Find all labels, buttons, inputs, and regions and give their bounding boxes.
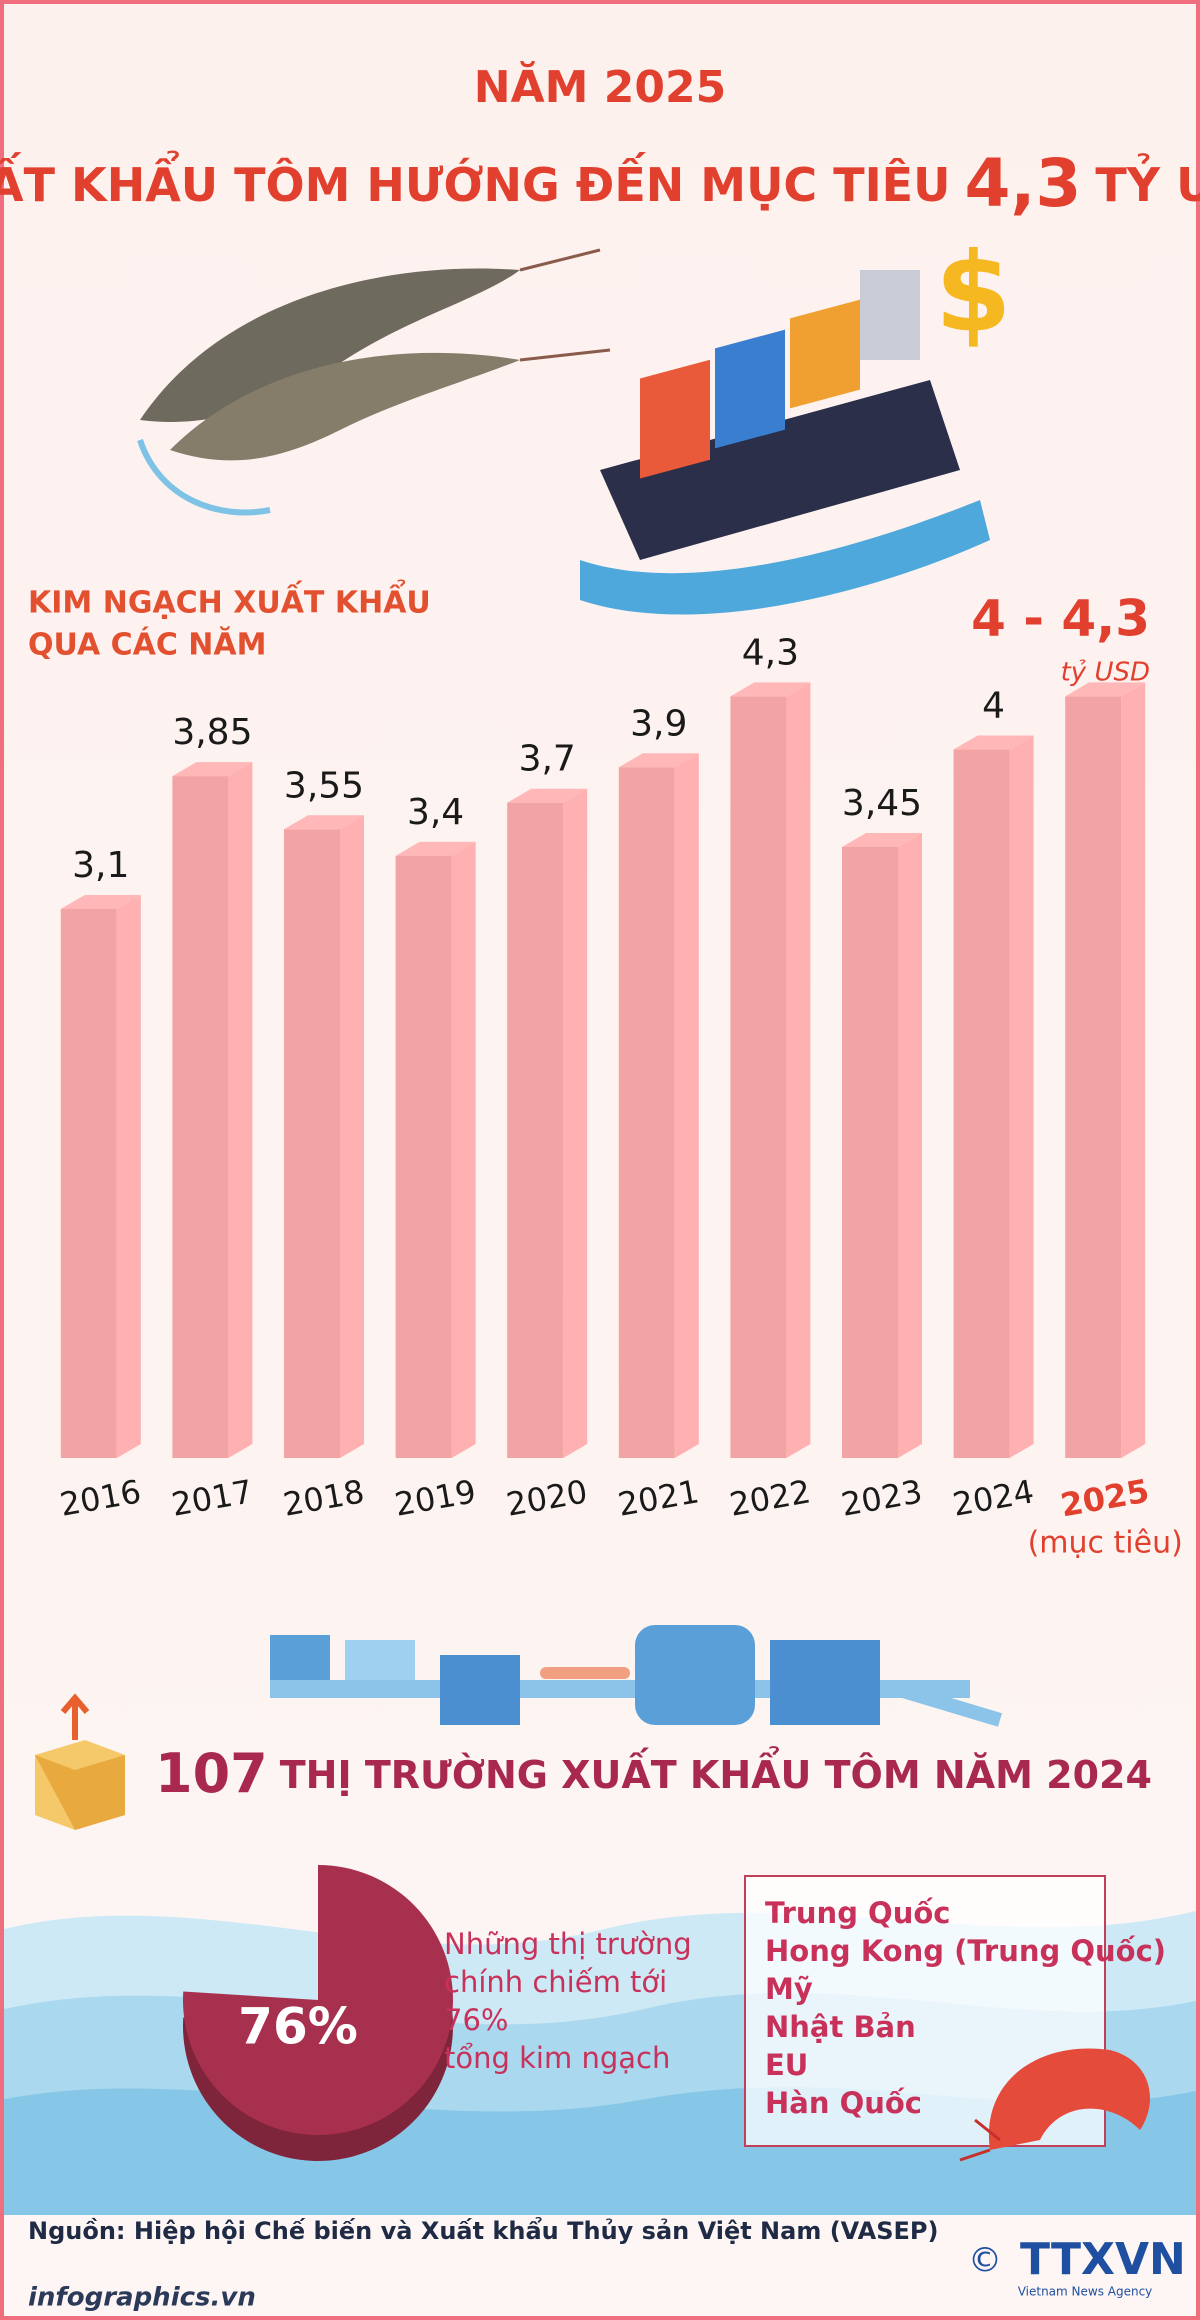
bar-side bbox=[563, 788, 588, 1458]
value-label: 3,55 bbox=[284, 765, 364, 806]
factory-illustration bbox=[270, 1625, 1003, 1727]
market-item: Hàn Quốc bbox=[765, 2086, 922, 2120]
logo-sub: Vietnam News Agency bbox=[1018, 2285, 1153, 2299]
value-label: 3,7 bbox=[519, 739, 576, 780]
bar bbox=[953, 749, 1010, 1458]
copyright: © bbox=[968, 2241, 1002, 2281]
bar-top bbox=[842, 832, 922, 847]
value-label: 4,3 bbox=[742, 632, 799, 673]
value-label: 3,9 bbox=[630, 703, 687, 744]
year-title: NĂM 2025 bbox=[474, 60, 726, 113]
market-item: EU bbox=[765, 2048, 808, 2082]
bar-top bbox=[1065, 682, 1146, 697]
value-label: 3,1 bbox=[72, 845, 129, 886]
bar-top bbox=[730, 682, 811, 697]
bar-top bbox=[953, 735, 1034, 750]
bar-side bbox=[116, 894, 141, 1458]
pie-label: 76% bbox=[238, 1998, 358, 2056]
annotation: (mục tiêu) bbox=[1028, 1526, 1183, 1561]
value-label: 3,45 bbox=[842, 783, 922, 824]
value-label: 4 bbox=[982, 686, 1005, 727]
chart-title: KIM NGẠCH XUẤT KHẨU bbox=[28, 580, 431, 621]
headline-value: 4,3 bbox=[964, 145, 1081, 222]
value-label: 3,4 bbox=[407, 792, 464, 833]
bar-top bbox=[60, 894, 141, 909]
bar-side bbox=[228, 762, 253, 1458]
dollar-icon: $ bbox=[935, 228, 1012, 356]
bar-top bbox=[618, 753, 699, 768]
pie-description: tổng kim ngạch bbox=[444, 2041, 670, 2075]
market-item: Nhật Bản bbox=[765, 2010, 916, 2044]
market-item: Mỹ bbox=[765, 1972, 813, 2006]
pie-description: Những thị trường bbox=[444, 1927, 692, 1961]
site: infographics.vn bbox=[28, 2283, 256, 2313]
bar-side bbox=[786, 682, 811, 1458]
source: Nguồn: Hiệp hội Chế biến và Xuất khẩu Th… bbox=[28, 2215, 938, 2245]
bar bbox=[284, 829, 340, 1458]
bar-top bbox=[172, 762, 253, 777]
bar bbox=[395, 855, 452, 1458]
value-label: 4 - 4,3 bbox=[971, 590, 1150, 648]
bar bbox=[730, 696, 787, 1458]
pie-description: chính chiếm tới bbox=[444, 1965, 667, 1999]
bar-top bbox=[507, 788, 588, 803]
chart-title: QUA CÁC NĂM bbox=[28, 626, 266, 663]
value-label: 3,85 bbox=[172, 712, 252, 753]
bar-top bbox=[395, 841, 476, 856]
bar bbox=[172, 776, 229, 1458]
pie-description: 76% bbox=[444, 2003, 508, 2037]
market-item: Trung Quốc bbox=[765, 1896, 950, 1930]
ship-illustration: $ bbox=[580, 228, 1012, 615]
bar bbox=[842, 846, 898, 1458]
unit-label: tỷ USD bbox=[1061, 658, 1150, 688]
bar-side bbox=[451, 841, 476, 1458]
logo: TTXVN bbox=[1020, 2234, 1186, 2285]
markets-heading: 107 THỊ TRƯỜNG XUẤT KHẨU TÔM NĂM 2024 bbox=[155, 1742, 1152, 1805]
market-item: Hong Kong (Trung Quốc) bbox=[765, 1934, 1166, 1968]
box-icon bbox=[35, 1693, 125, 1830]
markets-title: THỊ TRƯỜNG XUẤT KHẨU TÔM NĂM 2024 bbox=[280, 1747, 1152, 1797]
bar-side bbox=[898, 832, 922, 1458]
bar bbox=[1065, 696, 1122, 1458]
bar bbox=[60, 908, 117, 1458]
bar-top bbox=[284, 815, 364, 830]
markets-count: 107 bbox=[155, 1742, 268, 1805]
shrimp-illustration bbox=[137, 248, 611, 516]
pie-slice bbox=[183, 1865, 454, 2135]
headline-unit: TỶ USD bbox=[1095, 153, 1200, 212]
bar-side bbox=[1121, 682, 1146, 1458]
headline-text: XUẤT KHẨU TÔM HƯỚNG ĐẾN MỤC TIÊU bbox=[0, 150, 950, 212]
bar-side bbox=[340, 815, 364, 1458]
bar-side bbox=[1009, 735, 1034, 1458]
bar-side bbox=[674, 753, 699, 1458]
bar bbox=[507, 802, 564, 1458]
shrimp-icon bbox=[959, 2048, 1150, 2162]
footer-band bbox=[0, 2215, 1200, 2320]
bar bbox=[618, 767, 675, 1458]
